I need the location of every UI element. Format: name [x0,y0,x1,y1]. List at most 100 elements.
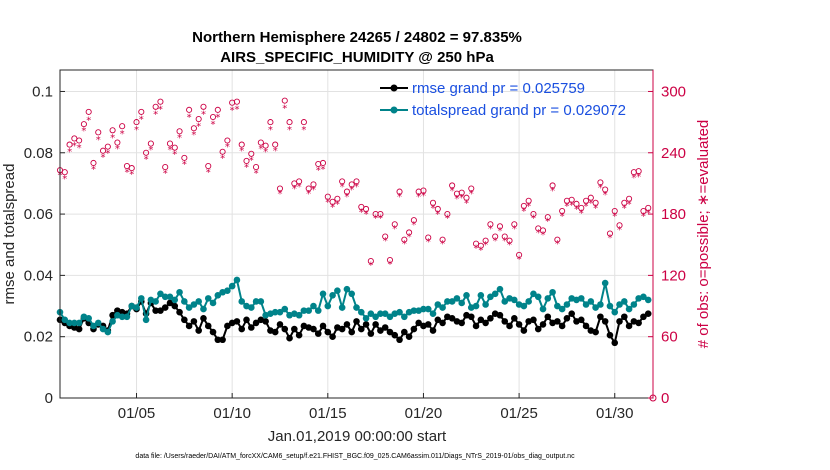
chart-title-line-1: Northern Hemisphere 24265 / 24802 = 97.8… [192,29,522,46]
obs-evaluated-point: * [301,125,306,136]
rmse-point [539,321,547,328]
obs-evaluated-point: * [560,212,565,223]
obs-possible-point [382,233,389,240]
obs-possible-point [640,207,647,215]
totalspread-point [247,304,255,311]
totalspread-point [338,304,346,311]
obs-evaluated-point: * [368,261,373,272]
obs-possible-point [157,98,164,105]
rmse-point [157,307,164,314]
obs-possible-point [353,178,360,185]
totalspread-point [66,319,73,327]
x-tick-label: 01/25 [500,405,538,422]
obs-possible-point [511,221,518,228]
obs-possible-point [296,178,303,185]
totalspread-point [233,276,241,284]
rmse-point [324,328,332,336]
obs-evaluated-point: * [215,113,220,124]
totalspread-point [592,304,599,311]
rmse-point [291,325,298,333]
rmse-point [319,322,327,330]
obs-evaluated-point: * [478,245,483,256]
obs-evaluated-point: * [330,202,335,213]
obs-possible-point [109,127,116,134]
totalspread-point [410,307,418,314]
obs-possible-point [104,143,111,150]
obs-evaluated-point: * [636,172,641,183]
obs-possible-point [520,202,527,209]
obs-evaluated-point: * [373,214,378,225]
obs-evaluated-point: * [239,146,244,157]
y-tick-label-right: 60 [661,329,678,346]
rmse-point [415,319,422,327]
obs-possible-point [434,205,441,213]
totalspread-point [453,295,461,302]
y-tick-label-right: 0 [661,390,669,407]
obs-possible-point [544,214,551,221]
rmse-point [367,330,375,337]
totalspread-point [176,288,183,296]
rmse-point [563,314,571,322]
obs-evaluated-point: * [211,120,216,131]
rmse-point [214,336,222,344]
obs-evaluated-point: * [497,226,502,237]
obs-evaluated-point: * [536,228,541,239]
rmse-point [554,318,561,325]
grid-lines [60,70,653,399]
obs-evaluated-point: * [144,154,149,165]
totalspread-point [597,301,604,308]
obs-possible-point [224,137,231,144]
obs-evaluated-point: * [593,203,598,214]
totalspread-point [310,302,317,310]
obs-possible-point [559,207,566,215]
obs-evaluated-point: * [378,214,383,225]
obs-possible-point [429,199,437,206]
obs-evaluated-point: * [273,146,278,157]
rmse-point [262,318,269,325]
obs-possible-point [61,169,68,176]
rmse-point [357,325,365,333]
obs-possible-point [549,182,556,189]
obs-evaluated-point: * [541,230,546,241]
totalspread-point [190,301,198,308]
obs-evaluated-point: * [431,203,436,214]
rmse-point [520,327,528,334]
obs-evaluated-point: * [426,237,431,248]
obs-evaluated-point: * [287,125,292,136]
obs-evaluated-point: * [407,232,412,243]
obs-possible-point [635,168,642,175]
y-tick-label: 0.08 [24,145,53,162]
obs-possible-point [568,196,575,203]
totalspread-point [525,298,532,305]
obs-evaluated-point: * [124,168,129,179]
rmse-point [195,327,202,334]
rmse-point [601,318,609,325]
axis-ticks: 01/05 01/10 01/15 01/20 01/25 01/30 0 0.02 0.04 0… [24,83,686,422]
totalspread-point [104,328,112,336]
y-tick-label: 0.1 [32,83,53,100]
y-tick-label: 0.02 [24,329,53,346]
legend-rmse-label: rmse grand pr = 0.025759 [412,80,585,97]
obs-possible-point [626,195,633,202]
obs-evaluated-point: * [167,145,172,156]
obs-possible-point [406,229,413,236]
rmse-point [224,322,231,330]
rmse-point [295,331,303,339]
obs-evaluated-point: * [617,225,622,236]
totalspread-point [348,290,356,298]
obs-possible-point [477,242,484,249]
obs-possible-point [147,140,154,147]
obs-possible-point [377,211,384,218]
plot-series: * *** ****** ***** ****** *** ************* ***… [56,97,657,402]
obs-evaluated-point: * [416,192,421,203]
rmse-point [496,311,504,319]
x-tick-label: 01/30 [596,405,634,422]
obs-evaluated-point: * [459,193,464,204]
rmse-point [247,324,255,331]
obs-possible-point [176,128,183,135]
rmse-point [386,328,394,336]
obs-possible-point [329,198,336,205]
rmse-point [176,308,183,316]
rmse-point [625,322,633,330]
totalspread-point [434,301,442,308]
